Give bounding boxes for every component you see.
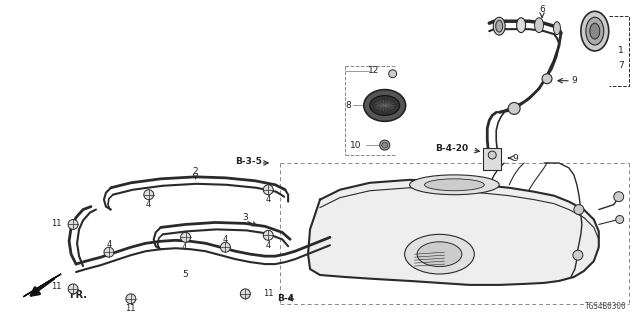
Text: 1: 1: [618, 46, 623, 55]
Text: 2: 2: [193, 167, 198, 176]
Ellipse shape: [590, 23, 600, 39]
Circle shape: [144, 190, 154, 200]
Ellipse shape: [404, 234, 474, 274]
Text: 3: 3: [243, 213, 248, 222]
Text: 11: 11: [263, 289, 273, 298]
Ellipse shape: [534, 18, 543, 33]
Text: 4: 4: [146, 200, 152, 209]
Text: 9: 9: [571, 76, 577, 85]
Text: TGS4B0300: TGS4B0300: [585, 302, 627, 311]
Circle shape: [542, 74, 552, 84]
Ellipse shape: [586, 17, 604, 45]
Text: 8: 8: [345, 101, 351, 110]
Ellipse shape: [581, 11, 609, 51]
Ellipse shape: [496, 20, 502, 32]
Circle shape: [180, 232, 191, 242]
Ellipse shape: [493, 17, 505, 35]
Circle shape: [104, 247, 114, 257]
Ellipse shape: [364, 90, 406, 121]
Ellipse shape: [417, 242, 462, 267]
Text: 7: 7: [618, 61, 623, 70]
Text: 9: 9: [512, 154, 518, 163]
Circle shape: [573, 250, 583, 260]
Text: 4: 4: [106, 240, 111, 249]
Circle shape: [488, 151, 496, 159]
Text: FR.: FR.: [69, 290, 87, 300]
Circle shape: [381, 142, 388, 148]
Text: B-4-20: B-4-20: [435, 144, 468, 153]
Polygon shape: [23, 274, 61, 297]
Circle shape: [574, 204, 584, 214]
Circle shape: [616, 215, 623, 223]
Text: 11: 11: [51, 282, 61, 292]
Ellipse shape: [554, 22, 561, 35]
Circle shape: [263, 185, 273, 195]
Circle shape: [241, 289, 250, 299]
Text: 11: 11: [125, 304, 136, 313]
Circle shape: [68, 220, 78, 229]
Circle shape: [263, 230, 273, 240]
Text: 5: 5: [182, 269, 188, 278]
Text: 4: 4: [223, 235, 228, 244]
Circle shape: [508, 102, 520, 114]
Circle shape: [380, 140, 390, 150]
Circle shape: [614, 192, 623, 202]
Text: 4: 4: [266, 195, 271, 204]
Text: 10: 10: [350, 140, 362, 150]
Circle shape: [220, 242, 230, 252]
Circle shape: [68, 284, 78, 294]
Polygon shape: [308, 180, 599, 285]
Ellipse shape: [516, 18, 525, 33]
Circle shape: [126, 294, 136, 304]
Text: B-4: B-4: [276, 294, 294, 303]
Text: B-3-5: B-3-5: [235, 157, 262, 166]
Text: 4: 4: [266, 241, 271, 250]
Text: 11: 11: [51, 219, 61, 228]
Text: 6: 6: [539, 5, 545, 14]
Text: 12: 12: [368, 66, 380, 75]
Text: 4: 4: [182, 243, 188, 252]
Bar: [483, 148, 501, 170]
Ellipse shape: [410, 175, 499, 195]
Ellipse shape: [370, 96, 399, 116]
Circle shape: [388, 70, 397, 78]
Ellipse shape: [424, 179, 484, 191]
